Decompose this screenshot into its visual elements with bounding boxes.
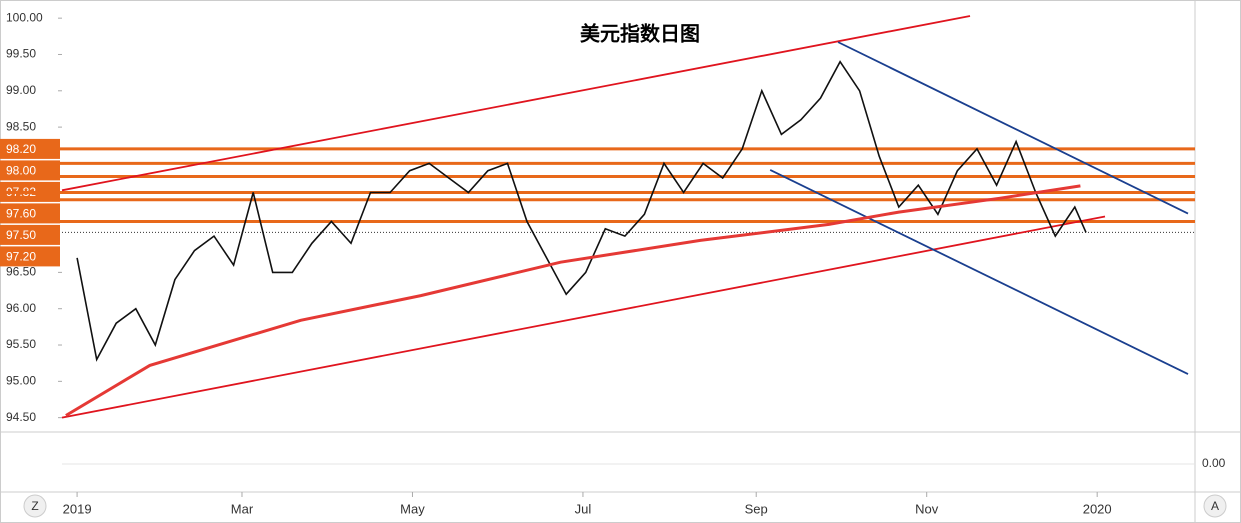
price-level-tag <box>0 138 60 159</box>
y-tick-label: 99.00 <box>6 83 36 97</box>
x-tick-label: May <box>400 501 425 516</box>
x-tick-label: Jul <box>575 501 592 516</box>
y-tick-label: 96.00 <box>6 301 36 315</box>
price-level-label: 97.20 <box>6 250 36 264</box>
y-tick-label: 95.00 <box>6 374 36 388</box>
x-tick-label: Sep <box>745 501 768 516</box>
x-tick-label: Nov <box>915 501 939 516</box>
trendline <box>61 15 971 192</box>
moving-average <box>65 184 1081 417</box>
trendline <box>769 169 1189 375</box>
y-tick-label: 98.50 <box>6 119 36 133</box>
x-tick-label: Mar <box>231 501 254 516</box>
price-level-tag <box>0 246 60 267</box>
y-tick-label: 99.50 <box>6 47 36 61</box>
price-line <box>76 60 1087 362</box>
auto-scale-button-label[interactable]: A <box>1211 499 1219 513</box>
y-tick-label: 94.50 <box>6 410 36 424</box>
price-level-label: 98.00 <box>6 164 36 178</box>
macd-tick-label: 0.00 <box>1202 456 1226 470</box>
y-tick-label: 100.00 <box>6 10 43 24</box>
price-level-label: 97.60 <box>6 207 36 221</box>
trendline <box>837 41 1189 215</box>
trendline <box>61 215 1106 419</box>
y-tick-label: 96.50 <box>6 265 36 279</box>
price-level-tag <box>0 224 60 245</box>
x-tick-label: 2020 <box>1083 501 1112 516</box>
price-level-tag <box>0 203 60 224</box>
price-level-label: 97.50 <box>6 228 36 242</box>
zoom-button[interactable] <box>23 494 47 518</box>
x-tick-label: 2019 <box>63 501 92 516</box>
chart-title: 美元指数日图 <box>580 21 700 45</box>
auto-scale-button[interactable] <box>1203 494 1227 518</box>
y-tick-label: 95.50 <box>6 337 36 351</box>
zoom-button-label[interactable]: Z <box>31 499 38 513</box>
price-level-label: 98.20 <box>6 142 36 156</box>
